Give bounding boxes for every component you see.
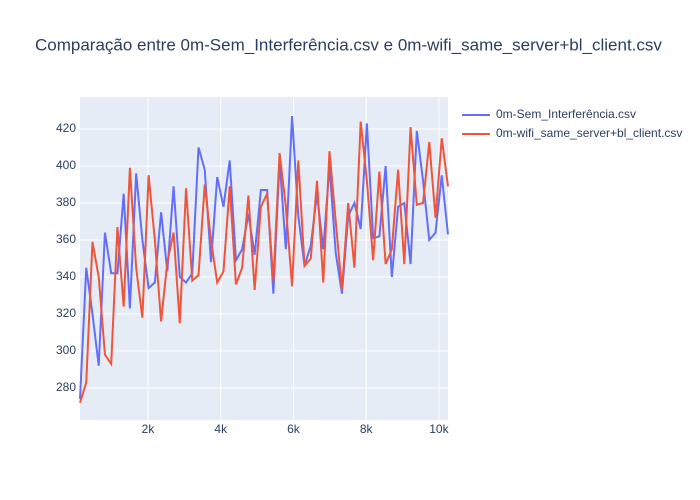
y-tick-label: 380: [56, 195, 76, 209]
plot-area: [80, 97, 448, 420]
legend-label: 0m-Sem_Interferência.csv: [496, 107, 636, 121]
x-tick-label: 4k: [214, 422, 228, 436]
x-tick-label: 8k: [360, 422, 374, 436]
chart-title: Comparação entre 0m-Sem_Interferência.cs…: [35, 35, 662, 54]
x-tick-label: 6k: [287, 422, 301, 436]
line-series: [79, 121, 449, 404]
legend-label: 0m-wifi_same_server+bl_client.csv: [496, 126, 682, 140]
y-tick-label: 400: [56, 158, 76, 172]
y-tick-label: 360: [56, 232, 76, 246]
x-tick-label: 10k: [429, 422, 449, 436]
y-tick-label: 320: [56, 306, 76, 320]
y-tick-label: 340: [56, 269, 76, 283]
y-tick-label: 280: [56, 380, 76, 394]
line-series: [79, 115, 449, 400]
x-tick-label: 2k: [142, 422, 156, 436]
y-tick-label: 300: [56, 343, 76, 357]
y-tick-label: 420: [56, 121, 76, 135]
